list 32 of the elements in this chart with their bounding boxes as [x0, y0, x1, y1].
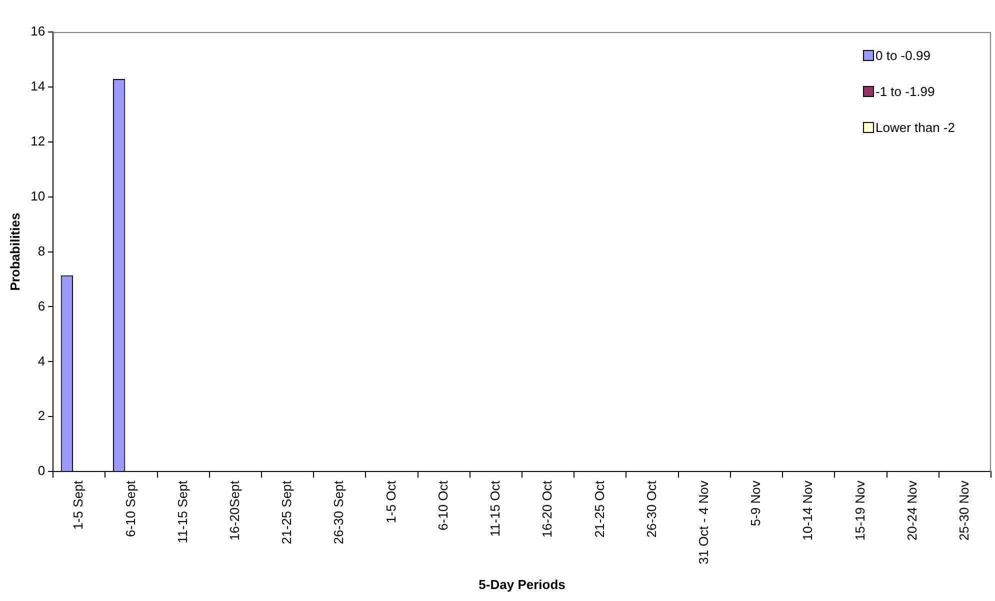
legend-label: -1 to -1.99 — [876, 84, 935, 99]
y-tick-label: 12 — [30, 133, 46, 148]
x-tick-label: 1-5 Sept — [70, 480, 86, 530]
x-tick-label: 26-30 Sept — [331, 480, 346, 544]
x-tick-label: 31 Oct - 4 Nov — [696, 480, 711, 564]
x-tick-label: 6-10 Oct — [435, 480, 450, 530]
y-tick-label: 14 — [30, 78, 46, 94]
legend-label: Lower than -2 — [876, 120, 955, 135]
x-tick-label: 15-19 Nov — [852, 480, 868, 541]
y-tick-label: 10 — [30, 188, 46, 204]
x-tick-label: 16-20Sept — [227, 480, 242, 541]
x-tick-label: 20-24 Nov — [904, 480, 920, 541]
x-tick-label: 6-10 Sept — [122, 480, 138, 537]
x-tick-label: 11-15 Sept — [174, 480, 190, 544]
x-tick-label: 16-20 Oct — [540, 480, 555, 538]
legend-label: 0 to -0.99 — [876, 48, 930, 63]
x-tick-label: 26-30 Oct — [644, 480, 659, 538]
y-tick-label: 4 — [38, 353, 46, 368]
x-axis-title: 5-Day Periods — [478, 576, 566, 592]
y-tick-label: 2 — [38, 408, 46, 424]
x-tick-label: 5-9 Nov — [748, 480, 764, 526]
x-tick-label: 21-25 Oct — [592, 480, 607, 538]
y-tick-label: 6 — [38, 298, 46, 314]
y-tick-label: 8 — [38, 243, 46, 258]
y-tick-label: 16 — [30, 24, 46, 39]
y-tick-label: 0 — [38, 463, 46, 478]
x-tick-label: 21-25 Sept — [279, 480, 294, 544]
x-tick-label: 25-30 Nov — [956, 480, 972, 541]
x-tick-label: 1-5 Oct — [383, 480, 398, 524]
y-axis-title: Probabilities — [7, 212, 22, 291]
x-tick-label: 11-15 Oct — [488, 480, 503, 537]
x-tick-label: 10-14 Nov — [800, 480, 816, 541]
